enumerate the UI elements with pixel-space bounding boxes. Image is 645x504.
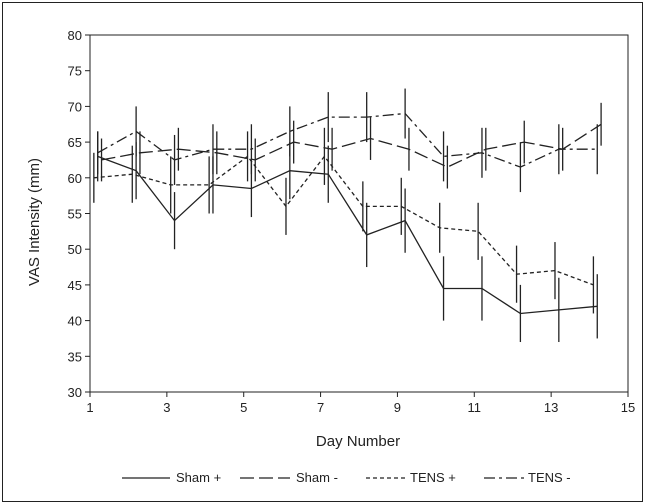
x-tick-label: 11 [468, 400, 482, 415]
series-2 [100, 102, 602, 189]
series-3 [93, 127, 595, 314]
y-tick-label: 75 [68, 64, 82, 79]
legend-item: TENS + [366, 470, 456, 485]
legend-label: Sham - [296, 470, 338, 485]
legend-label: TENS - [528, 470, 571, 485]
x-tick-label: 13 [544, 400, 558, 415]
x-tick-label: 1 [86, 400, 93, 415]
y-tick-label: 65 [68, 135, 82, 150]
legend-item: Sham + [122, 470, 221, 485]
y-tick-label: 70 [68, 99, 82, 114]
x-ticks: 1 3 5 7 9 11 13 15 [86, 392, 635, 415]
legend-label: TENS + [410, 470, 456, 485]
series-layer [93, 88, 602, 343]
x-axis-label: Day Number [316, 433, 400, 450]
x-tick-label: 9 [394, 400, 401, 415]
y-tick-label: 50 [68, 242, 82, 257]
legend: Sham + Sham - TENS + TENS - [122, 470, 571, 485]
y-tick-label: 55 [68, 207, 82, 222]
y-tick-label: 40 [68, 314, 82, 329]
y-tick-label: 60 [68, 171, 82, 186]
y-ticks: 30 35 40 45 50 55 60 65 70 75 80 [68, 28, 90, 400]
series-line [97, 155, 598, 315]
series-line [101, 123, 602, 168]
legend-item: Sham - [240, 470, 338, 485]
y-tick-label: 30 [68, 385, 82, 400]
y-tick-label: 35 [68, 349, 82, 364]
y-tick-label: 80 [68, 28, 82, 43]
y-axis-label: VAS Intensity (mm) [26, 158, 43, 286]
x-tick-label: 7 [317, 400, 324, 415]
series-line [93, 155, 594, 286]
x-tick-label: 15 [621, 400, 635, 415]
series-4 [97, 88, 598, 193]
x-tick-label: 3 [163, 400, 170, 415]
legend-item: TENS - [484, 470, 571, 485]
legend-label: Sham + [176, 470, 221, 485]
series-1 [97, 131, 598, 343]
y-tick-label: 45 [68, 278, 82, 293]
series-line [97, 112, 598, 168]
x-tick-label: 5 [240, 400, 247, 415]
